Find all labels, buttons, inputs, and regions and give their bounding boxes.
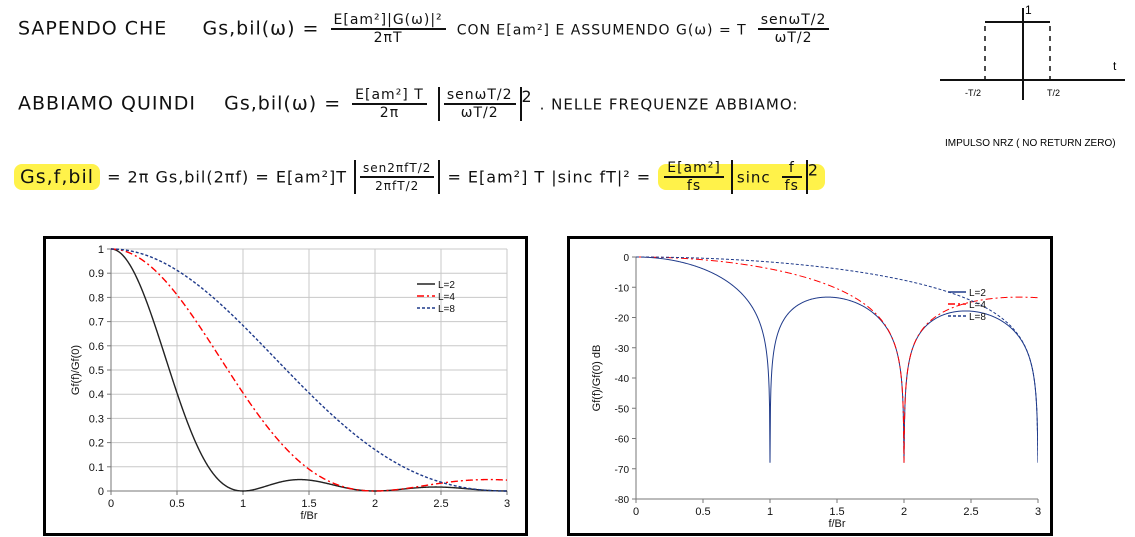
y-tick-label: 0.5 — [89, 365, 104, 377]
line2-power: 2 — [521, 87, 533, 107]
line3-eq1: = 2π Gs,bil(2πf) = E[am²]T — [107, 167, 347, 187]
line3-sinc-pre: sinc — [736, 168, 771, 187]
y-tick-label: -30 — [615, 344, 630, 355]
line3-abs: sen2πfT/2 2πfT/2 — [354, 160, 441, 194]
chart-db-frame: 0 0.5 1 1.5 2 2.5 3 -80 -70 -60 -50 -40 -30 -20 -10 0 f/… — [567, 236, 1053, 536]
y-axis-label: Gf(f)/Gf(0) — [70, 345, 82, 395]
line1-fraction-2: senωT/2 ωT/2 — [757, 12, 830, 46]
line3-lhs-highlight: Gs,f,bil — [14, 163, 101, 190]
y-tick-label: -50 — [615, 404, 630, 415]
legend-label: L=8 — [969, 312, 986, 323]
nrz-pulse-diagram: 1 t -T/2 T/2 IMPULSO NRZ ( NO RETURN ZER… — [940, 3, 1125, 149]
pulse-right-tick: T/2 — [1047, 88, 1060, 98]
series-line-L=8 — [111, 248, 507, 492]
line2-abs-den: ωT/2 — [460, 105, 499, 121]
line3-hl-den: fs — [686, 178, 702, 194]
x-tick-label: 0.5 — [169, 498, 184, 510]
x-tick-label: 2.5 — [963, 506, 978, 518]
series-line-L=4 — [636, 256, 1038, 463]
x-tick-label: 2 — [372, 498, 378, 510]
legend-label: L=2 — [969, 288, 986, 299]
legend-label: L=4 — [438, 292, 455, 303]
line1-frac-den: 2πT — [373, 30, 403, 46]
x-tick-label: 0 — [633, 506, 639, 518]
x-tick-label: 1.5 — [829, 506, 844, 518]
y-tick-label: -20 — [615, 314, 630, 325]
line2-suffix: . NELLE FREQUENZE ABBIAMO: — [539, 95, 799, 114]
chart-linear: 0 0.5 1 1.5 2 2.5 3 0 0.1 0.2 0.3 0.4 0.5 0.6 0.7 0.8 0.… — [70, 244, 510, 522]
line1-fraction: E[am²]|G(ω)|² 2πT — [330, 12, 446, 46]
line1-lhs: Gs,bil(ω) = — [202, 17, 320, 40]
x-axis-label: f/Br — [828, 518, 845, 530]
line3-abs-den: 2πfT/2 — [375, 179, 420, 193]
series-line-L=2 — [111, 248, 507, 492]
y-tick-label: -70 — [615, 465, 630, 476]
x-axis-label: f/Br — [300, 510, 317, 522]
plot-area: 0 0.5 1 1.5 2 2.5 3 0 0.1 0.2 0.3 0.4 0.5 0.6 0.7 0.8 0.… — [70, 244, 510, 522]
x-tick-label: 0 — [108, 498, 114, 510]
chart-linear-frame: 0 0.5 1 1.5 2 2.5 3 0 0.1 0.2 0.3 0.4 0.5 0.6 0.7 0.8 0.… — [43, 236, 528, 536]
y-tick-label: 0.8 — [89, 292, 104, 304]
y-tick-label: -10 — [615, 283, 630, 294]
series-line-L=8 — [636, 256, 1038, 463]
y-tick-label: 0.3 — [89, 413, 104, 425]
series-line-L=2 — [636, 256, 1038, 463]
line3-abs-num: sen2πfT/2 — [360, 160, 435, 178]
line2-frac-num: E[am²] T — [352, 87, 427, 105]
y-tick-label: 0 — [623, 253, 629, 264]
y-tick-label: -40 — [615, 374, 630, 385]
line3-sinc-num: f — [781, 160, 802, 178]
line1-frac2-num: senωT/2 — [757, 12, 830, 30]
x-tick-label: 1 — [767, 506, 773, 518]
y-tick-label: 0.4 — [89, 389, 104, 401]
legend-label: L=4 — [969, 300, 986, 311]
line3-eq2: = E[am²] T |sinc fT|² = — [447, 167, 652, 187]
line3-hl-num: E[am²] — [664, 160, 724, 178]
x-tick-label: 1.5 — [301, 498, 316, 510]
y-tick-label: -60 — [615, 435, 630, 446]
pulse-left-tick: -T/2 — [965, 88, 981, 98]
line2-fraction: E[am²] T 2π — [352, 87, 427, 121]
plot-area: 0 0.5 1 1.5 2 2.5 3 -80 -70 -60 -50 -40 -30 -20 -10 0 f/… — [591, 253, 1041, 530]
line1-frac-num: E[am²]|G(ω)|² — [330, 12, 446, 30]
y-tick-label: 0 — [98, 486, 104, 498]
chart-db: 0 0.5 1 1.5 2 2.5 3 -80 -70 -60 -50 -40 -30 -20 -10 0 f/… — [591, 253, 1041, 530]
note-line-3: Gs,f,bil = 2π Gs,bil(2πf) = E[am²]T sen2… — [14, 160, 825, 194]
line3-sinc-den: fs — [784, 178, 799, 194]
y-tick-label: 1 — [98, 244, 104, 256]
note-line-2: ABBIAMO QUINDI Gs,bil(ω) = E[am²] T 2π s… — [18, 87, 798, 121]
x-tick-label: 0.5 — [695, 506, 710, 518]
x-tick-label: 1 — [240, 498, 246, 510]
y-tick-label: 0.2 — [89, 438, 104, 450]
note-line-1: SAPENDO CHE Gs,bil(ω) = E[am²]|G(ω)|² 2π… — [18, 12, 833, 46]
line3-result-highlight: E[am²] fs sinc f fs 2 — [658, 160, 825, 194]
y-axis-label: Gf(f)/Gf(0) dB — [591, 345, 603, 412]
pulse-caption: IMPULSO NRZ ( NO RETURN ZERO) — [945, 138, 1116, 149]
line2-abs: senωT/2 ωT/2 — [437, 87, 522, 121]
line1-frac2-den: ωT/2 — [774, 30, 813, 46]
legend-label: L=2 — [438, 280, 455, 291]
x-tick-label: 3 — [504, 498, 510, 510]
x-tick-label: 2 — [901, 506, 907, 518]
line2-lhs: Gs,bil(ω) = — [224, 92, 342, 115]
legend-label: L=8 — [438, 304, 455, 315]
y-tick-label: 0.9 — [89, 268, 104, 280]
pulse-amp-label: 1 — [1025, 3, 1032, 17]
x-tick-label: 2.5 — [433, 498, 448, 510]
line3-sinc-abs: sinc f fs — [730, 160, 808, 194]
series-line-L=4 — [111, 248, 507, 492]
y-tick-label: 0.7 — [89, 317, 104, 329]
y-tick-label: -80 — [615, 495, 630, 506]
line2-prefix: ABBIAMO QUINDI — [18, 92, 196, 115]
line1-middle: CON E[am²] E ASSUMENDO G(ω) = T — [456, 22, 747, 39]
line2-frac-den: 2π — [379, 105, 400, 121]
x-tick-label: 3 — [1035, 506, 1041, 518]
y-tick-label: 0.1 — [89, 462, 104, 474]
line1-prefix: SAPENDO CHE — [18, 17, 168, 40]
line2-abs-num: senωT/2 — [443, 87, 516, 105]
pulse-t-label: t — [1113, 59, 1117, 73]
y-tick-label: 0.6 — [89, 341, 104, 353]
line3-power: 2 — [807, 160, 819, 180]
